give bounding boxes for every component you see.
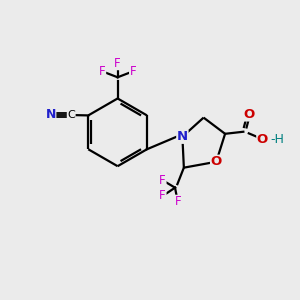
Text: F: F <box>159 174 166 187</box>
Text: F: F <box>159 189 166 203</box>
Text: F: F <box>99 65 106 78</box>
Text: O: O <box>211 155 222 168</box>
Text: F: F <box>175 195 181 208</box>
Text: N: N <box>177 130 188 143</box>
Text: C: C <box>67 110 75 120</box>
Text: O: O <box>244 108 255 121</box>
Text: F: F <box>114 57 121 70</box>
Text: -H: -H <box>271 133 285 146</box>
Text: F: F <box>130 65 136 78</box>
Text: N: N <box>45 108 56 121</box>
Text: O: O <box>257 133 268 146</box>
